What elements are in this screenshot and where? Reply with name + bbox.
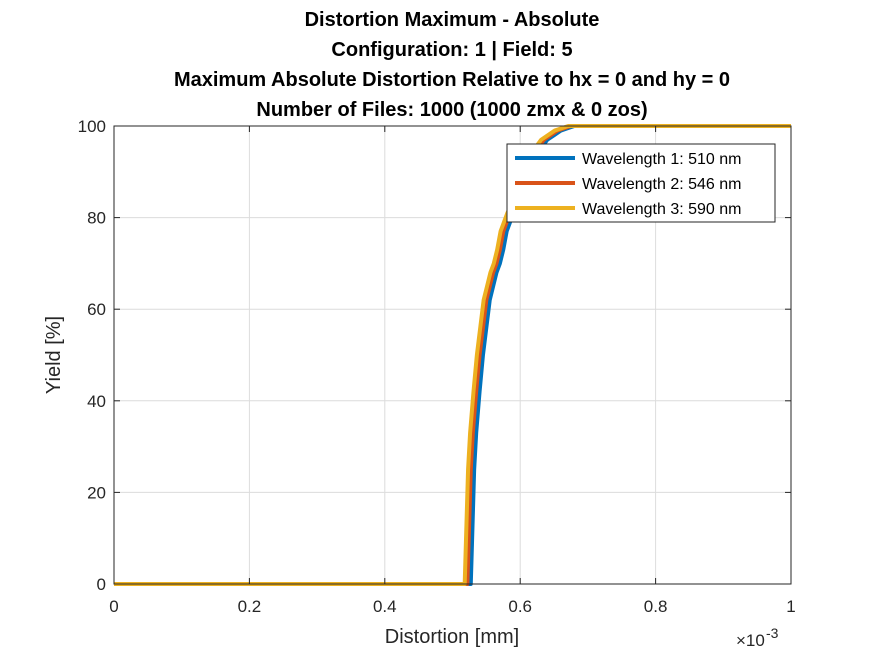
legend: Wavelength 1: 510 nm Wavelength 2: 546 nm… bbox=[506, 143, 776, 223]
y-axis-ticks: 0 20 40 60 80 100 bbox=[78, 117, 791, 594]
y-tick-label: 40 bbox=[87, 392, 106, 411]
y-tick-label: 0 bbox=[97, 575, 106, 594]
x-axis-exponent: ×10 -3 bbox=[736, 625, 779, 650]
title-line-1: Distortion Maximum - Absolute bbox=[305, 9, 600, 31]
x-tick-label: 0.2 bbox=[238, 597, 262, 616]
x-axis-label: Distortion [mm] bbox=[385, 626, 519, 648]
title-line-3: Maximum Absolute Distortion Relative to … bbox=[174, 69, 730, 91]
x-axis-exponent-power: -3 bbox=[766, 625, 779, 641]
x-axis-ticks: 0 0.2 0.4 0.6 0.8 1 bbox=[109, 126, 796, 616]
x-tick-label: 0.8 bbox=[644, 597, 668, 616]
axes-box bbox=[113, 125, 792, 585]
y-tick-label: 20 bbox=[87, 483, 106, 502]
legend-label-1: Wavelength 1: 510 nm bbox=[582, 151, 742, 168]
y-axis-label: Yield [%] bbox=[43, 316, 65, 394]
legend-label-2: Wavelength 2: 546 nm bbox=[582, 176, 742, 193]
title-line-4: Number of Files: 1000 (1000 zmx & 0 zos) bbox=[256, 99, 647, 121]
x-tick-label: 0.6 bbox=[508, 597, 532, 616]
title-line-2: Configuration: 1 | Field: 5 bbox=[331, 39, 572, 61]
x-axis-exponent-base: ×10 bbox=[736, 631, 765, 650]
x-tick-label: 0.4 bbox=[373, 597, 397, 616]
x-tick-label: 0 bbox=[109, 597, 118, 616]
series-layer bbox=[114, 124, 791, 586]
series-line-3 bbox=[114, 124, 791, 586]
y-tick-label: 100 bbox=[78, 117, 106, 136]
x-tick-label: 1 bbox=[786, 597, 795, 616]
legend-label-3: Wavelength 3: 590 nm bbox=[582, 201, 742, 218]
y-tick-label: 60 bbox=[87, 300, 106, 319]
y-tick-label: 80 bbox=[87, 209, 106, 228]
chart-title: Distortion Maximum - Absolute Configurat… bbox=[174, 9, 730, 121]
